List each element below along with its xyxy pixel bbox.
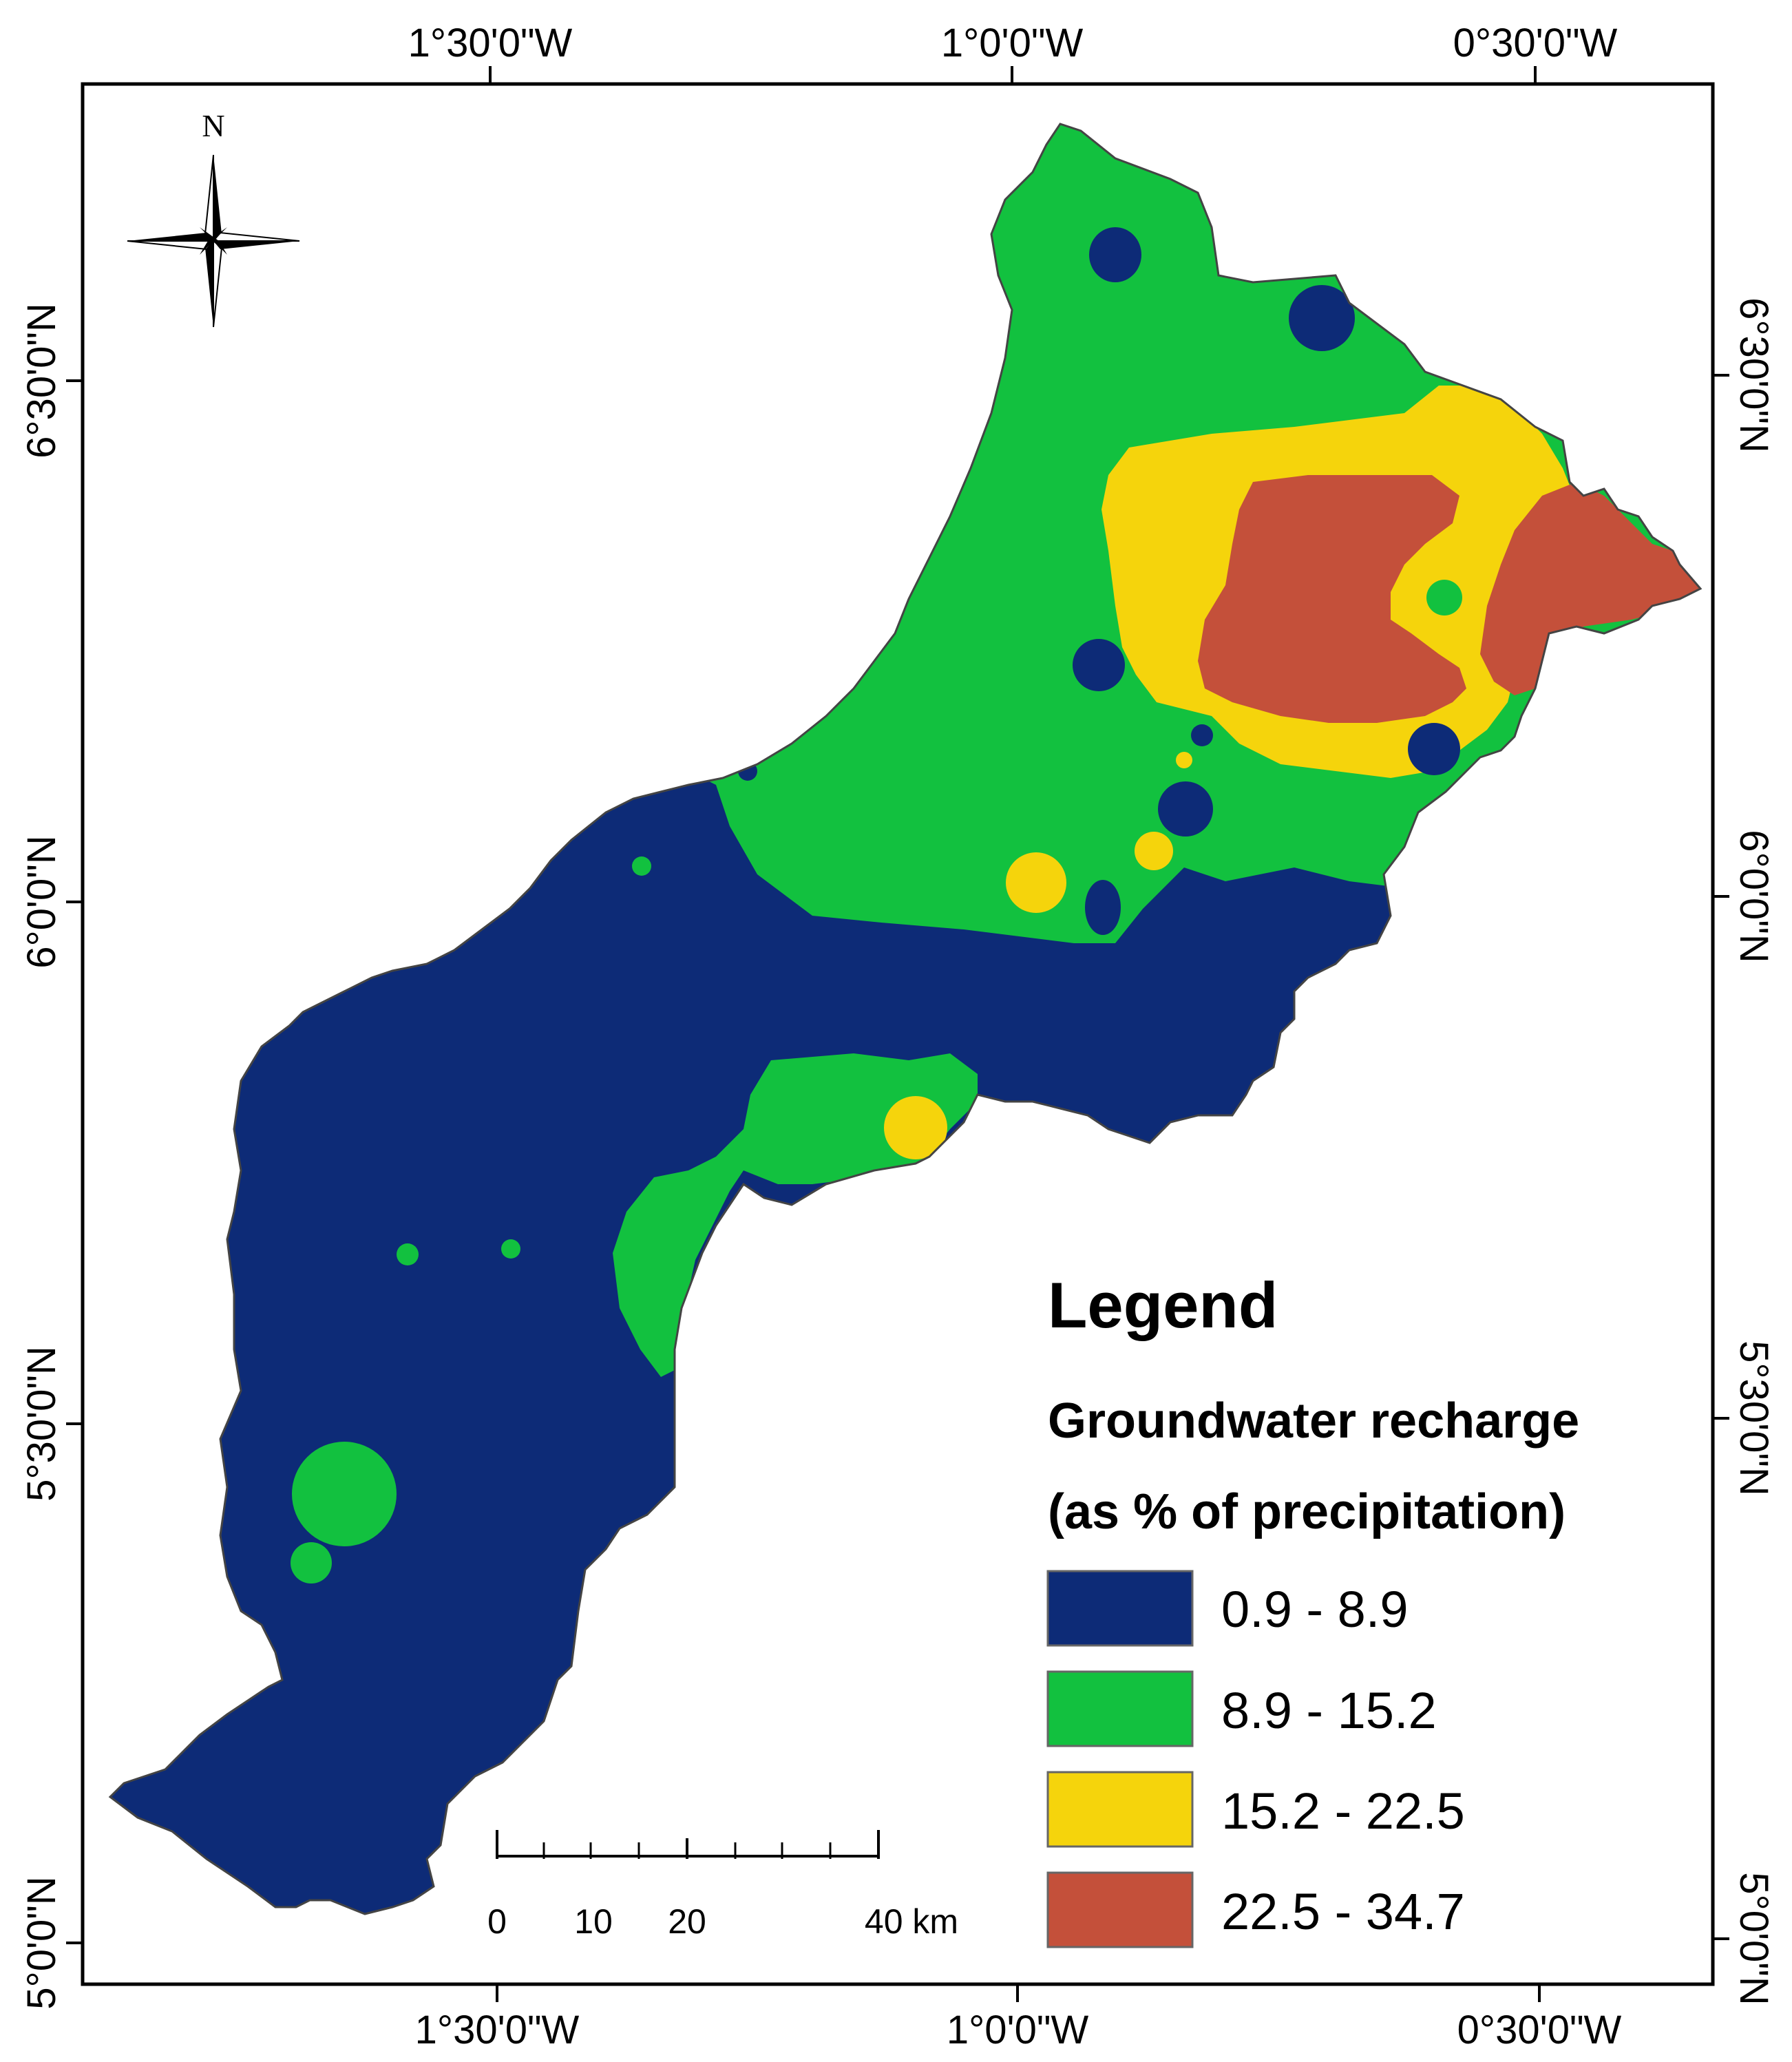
zone-moderate-recharge [397,1243,419,1265]
zone-low-recharge [1408,723,1460,775]
legend-swatch-class-4 [1046,1871,1194,1948]
legend: Legend Groundwater recharge (as % of pre… [1046,1269,1579,1948]
scale-label: 40 km [865,1902,958,1941]
zone-low-recharge [1073,639,1125,691]
right-latitude-label: 6°30'0"N [1731,297,1776,453]
zone-low-recharge [1085,880,1121,935]
bottom-longitude-label: 0°30'0"W [1457,2008,1622,2052]
zone-very-high-recharge [1198,475,1466,723]
legend-swatch-class-3 [1046,1771,1194,1848]
bottom-longitude-label: 1°30'0"W [415,2008,580,2052]
zone-low-recharge [1191,724,1213,746]
legend-subtitle: (as % of precipitation) [1048,1484,1566,1539]
bottom-longitude-axis: 1°30'0"W 1°0'0"W 0°30'0"W [415,1984,1622,2052]
zone-high-recharge [1176,752,1192,768]
right-latitude-label: 6°0'0"N [1731,830,1776,963]
scale-label: 0 [487,1902,507,1941]
legend-label-class-2: 8.9 - 15.2 [1221,1682,1437,1739]
left-latitude-label: 5°30'0"N [19,1346,64,1502]
north-arrow-icon: N [127,108,300,328]
north-label: N [202,108,224,143]
right-latitude-label: 5°30'0"N [1731,1340,1776,1496]
zone-very-high-recharge [1480,482,1700,695]
right-latitude-label: 5°0'0"N [1731,1872,1776,2006]
bottom-longitude-label: 1°0'0"W [947,2008,1089,2052]
top-longitude-label: 0°30'0"W [1453,21,1618,65]
zone-low-recharge [1089,227,1141,282]
left-latitude-label: 5°0'0"N [19,1876,64,2010]
scale-bar: 0 10 20 40 km [487,1830,958,1941]
zone-high-recharge [1135,832,1173,870]
top-longitude-axis: 1°30'0"W 1°0'0"W 0°30'0"W [408,21,1618,84]
legend-swatch-class-2 [1046,1670,1194,1747]
zone-moderate-recharge [292,1442,397,1546]
zone-moderate-recharge [1426,580,1462,616]
zone-low-recharge [1289,285,1355,351]
scale-label: 10 [574,1902,613,1941]
legend-title: Legend [1048,1269,1278,1341]
zone-high-recharge [884,1096,947,1159]
legend-label-class-1: 0.9 - 8.9 [1221,1581,1409,1638]
scale-label: 20 [668,1902,706,1941]
legend-label-class-3: 15.2 - 22.5 [1221,1782,1465,1840]
zone-moderate-recharge [501,1239,520,1259]
zone-moderate-recharge [291,1542,332,1584]
top-longitude-label: 1°0'0"W [941,21,1084,65]
left-latitude-label: 6°30'0"N [19,303,64,459]
legend-label-class-4: 22.5 - 34.7 [1221,1883,1465,1940]
zone-moderate-recharge [632,856,651,876]
zone-low-recharge [1158,781,1213,837]
legend-swatch-class-1 [1046,1570,1194,1647]
legend-subtitle: Groundwater recharge [1048,1393,1579,1449]
right-latitude-axis: 6°30'0"N 6°0'0"N 5°30'0"N 5°0'0"N [1713,297,1776,2006]
top-longitude-label: 1°30'0"W [408,21,573,65]
left-latitude-label: 6°0'0"N [19,835,64,969]
zone-high-recharge [1006,852,1066,913]
left-latitude-axis: 6°30'0"N 6°0'0"N 5°30'0"N 5°0'0"N [19,303,83,2010]
